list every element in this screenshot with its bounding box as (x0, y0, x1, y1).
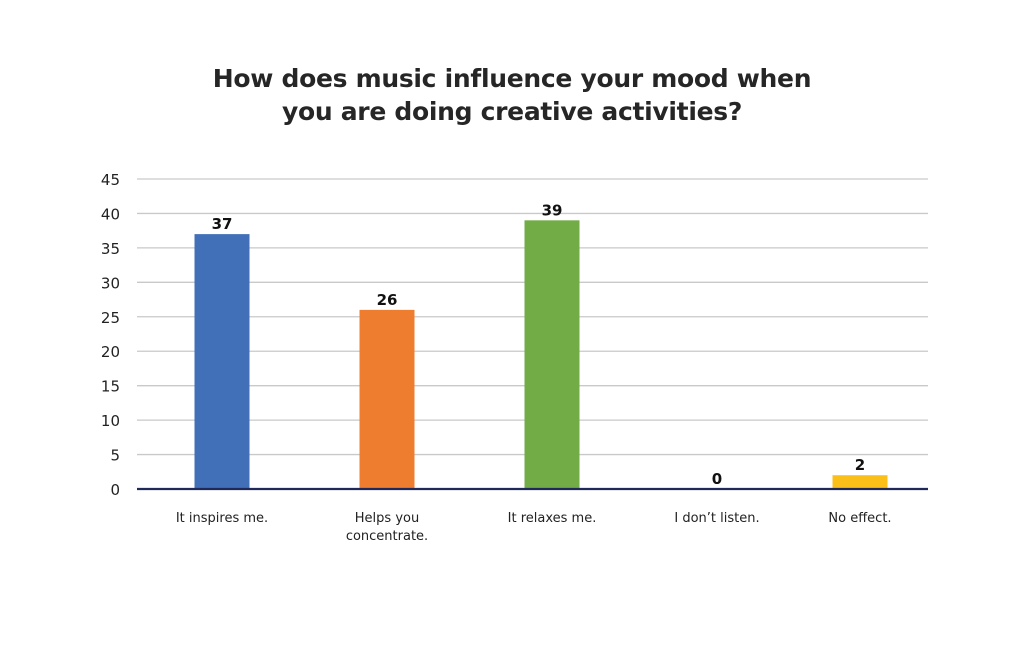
data-label: 0 (712, 470, 722, 488)
x-tick-label: No effect. (828, 511, 891, 526)
data-label: 2 (855, 456, 865, 474)
y-tick-label: 40 (101, 205, 120, 223)
y-tick-label: 10 (101, 412, 120, 430)
y-tick-label: 15 (101, 378, 120, 396)
x-tick-label: I don’t listen. (674, 511, 759, 526)
y-tick-label: 5 (110, 447, 120, 465)
bar (194, 234, 250, 489)
chart-title: How does music influence your mood when … (0, 62, 1024, 128)
bar (832, 475, 888, 489)
bar (524, 220, 580, 490)
x-tick-label: It inspires me. (176, 511, 268, 526)
y-tick-label: 35 (101, 240, 120, 258)
data-label: 26 (377, 291, 398, 309)
y-tick-label: 0 (110, 481, 120, 499)
data-label: 37 (212, 215, 233, 233)
x-tick-label: Helps you (355, 511, 419, 526)
y-tick-label: 45 (101, 171, 120, 189)
chart-title-line-2: you are doing creative activities? (281, 97, 743, 126)
y-tick-label: 30 (101, 274, 120, 292)
data-label: 39 (542, 201, 563, 219)
x-tick-label: It relaxes me. (508, 511, 597, 526)
x-tick-label: concentrate. (346, 529, 428, 544)
y-tick-label: 20 (101, 343, 120, 361)
chart-title-line-1: How does music influence your mood when (212, 64, 812, 93)
bar (359, 309, 415, 489)
y-tick-label: 25 (101, 309, 120, 327)
